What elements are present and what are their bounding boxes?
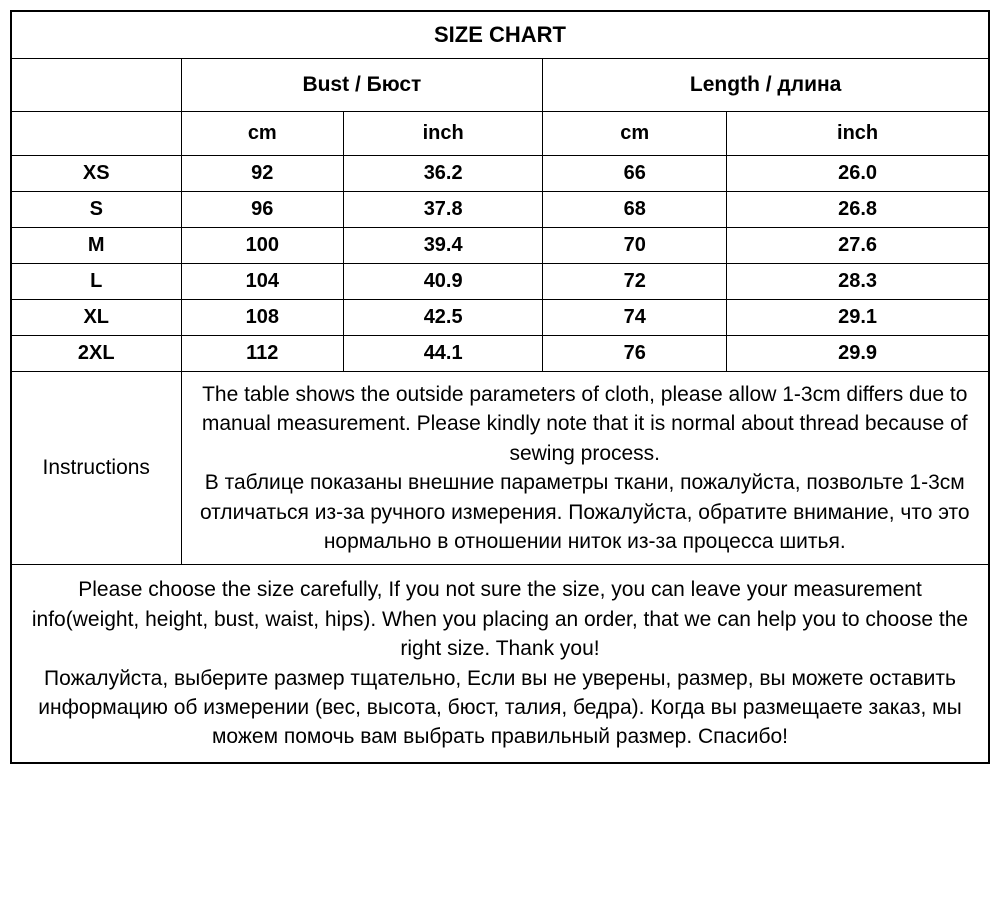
bust-header: Bust / Бюст <box>181 59 543 112</box>
table-row: XL 108 42.5 74 29.1 <box>11 300 989 336</box>
bust-in-cell: 37.8 <box>344 192 543 228</box>
instructions-label: Instructions <box>11 372 181 565</box>
table-row: M 100 39.4 70 27.6 <box>11 228 989 264</box>
len-cm-cell: 66 <box>543 156 727 192</box>
bust-cm-cell: 100 <box>181 228 344 264</box>
len-in-cell: 29.1 <box>727 300 989 336</box>
table-row: 2XL 112 44.1 76 29.9 <box>11 336 989 372</box>
bust-cm-cell: 104 <box>181 264 344 300</box>
bust-cm-cell: 112 <box>181 336 344 372</box>
table-row: XS 92 36.2 66 26.0 <box>11 156 989 192</box>
len-in-cell: 28.3 <box>727 264 989 300</box>
size-cell: XS <box>11 156 181 192</box>
bust-in-cell: 44.1 <box>344 336 543 372</box>
length-inch-header: inch <box>727 112 989 156</box>
empty-corner-2 <box>11 112 181 156</box>
len-in-cell: 26.0 <box>727 156 989 192</box>
size-cell: XL <box>11 300 181 336</box>
len-cm-cell: 74 <box>543 300 727 336</box>
bust-in-cell: 39.4 <box>344 228 543 264</box>
size-chart-table: SIZE CHART Bust / Бюст Length / длина cm… <box>10 10 990 764</box>
length-cm-header: cm <box>543 112 727 156</box>
bust-in-cell: 42.5 <box>344 300 543 336</box>
bust-in-cell: 40.9 <box>344 264 543 300</box>
bust-inch-header: inch <box>344 112 543 156</box>
len-in-cell: 26.8 <box>727 192 989 228</box>
length-header: Length / длина <box>543 59 989 112</box>
len-in-cell: 29.9 <box>727 336 989 372</box>
table-row: S 96 37.8 68 26.8 <box>11 192 989 228</box>
bust-in-cell: 36.2 <box>344 156 543 192</box>
len-cm-cell: 70 <box>543 228 727 264</box>
bust-cm-header: cm <box>181 112 344 156</box>
table-row: L 104 40.9 72 28.3 <box>11 264 989 300</box>
bust-cm-cell: 108 <box>181 300 344 336</box>
size-cell: S <box>11 192 181 228</box>
size-cell: 2XL <box>11 336 181 372</box>
len-cm-cell: 68 <box>543 192 727 228</box>
chart-title: SIZE CHART <box>11 11 989 59</box>
bust-cm-cell: 92 <box>181 156 344 192</box>
len-cm-cell: 72 <box>543 264 727 300</box>
bust-cm-cell: 96 <box>181 192 344 228</box>
size-cell: M <box>11 228 181 264</box>
len-cm-cell: 76 <box>543 336 727 372</box>
len-in-cell: 27.6 <box>727 228 989 264</box>
footer-note: Please choose the size carefully, If you… <box>11 565 989 763</box>
instructions-text: The table shows the outside parameters o… <box>181 372 989 565</box>
empty-corner-1 <box>11 59 181 112</box>
size-cell: L <box>11 264 181 300</box>
